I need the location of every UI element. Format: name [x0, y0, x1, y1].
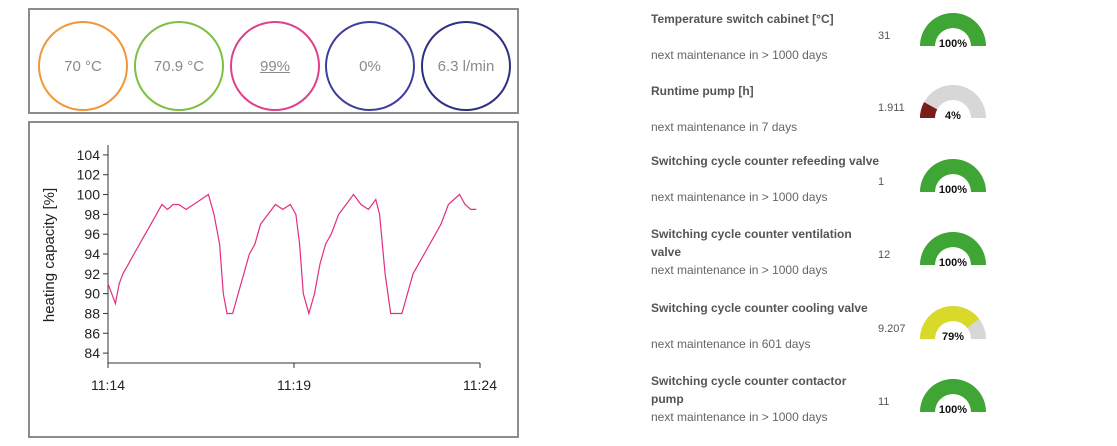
y-tick-label: 90 — [84, 286, 100, 302]
y-tick-label: 94 — [84, 246, 100, 262]
maintenance-count: 1.911 — [878, 102, 905, 114]
gauge-fill — [920, 231, 986, 265]
gauge-label: 100% — [939, 257, 967, 269]
x-tick-label: 11:14 — [91, 377, 125, 393]
maintenance-count: 9.207 — [878, 323, 906, 335]
maintenance-title: Temperature switch cabinet [°C] — [651, 12, 834, 26]
maintenance-item: Switching cycle counter cooling valve nex… — [644, 289, 1104, 361]
kpi-temperature-circle[interactable]: 70 °C — [38, 21, 128, 111]
series-line — [107, 193, 477, 316]
gauge-fill — [920, 378, 986, 412]
maintenance-gauge: 100% — [920, 12, 986, 50]
kpi-value: 70.9 °C — [153, 57, 205, 75]
maintenance-title: Switching cycle counter refeeding valve — [651, 154, 880, 168]
maintenance-subtitle: next maintenance in > 1000 days — [651, 263, 828, 277]
x-tick-label: 11:24 — [463, 377, 497, 393]
gauge-label: 79% — [942, 331, 964, 343]
maintenance-subtitle: next maintenance in > 1000 days — [651, 410, 828, 424]
gauge-label: 100% — [939, 38, 967, 50]
maintenance-subtitle: next maintenance in > 1000 days — [651, 48, 828, 62]
y-axis: 84 86 88 90 92 94 96 98 100 102 104 — [77, 145, 109, 363]
gauge-marker — [920, 102, 938, 118]
kpi-panel: 70 °C 70.9 °C 99% 0% 6.3 l/min — [28, 8, 519, 114]
maintenance-item: Switching cycle counter ventilation valv… — [644, 215, 1104, 287]
maintenance-title: Switching cycle counter cooling valve — [651, 301, 868, 315]
y-tick-label: 92 — [84, 266, 100, 282]
chart-panel: 84 86 88 90 92 94 96 98 100 102 104 11:14 11:19 11:2… — [28, 121, 519, 438]
y-tick-label: 100 — [77, 187, 101, 203]
heating-capacity-chart: 84 86 88 90 92 94 96 98 100 102 104 11:14 11:19 11:2… — [41, 145, 497, 393]
maintenance-gauge: 79% — [920, 306, 986, 343]
y-tick-label: 104 — [77, 147, 101, 163]
maintenance-gauge: 100% — [920, 231, 986, 269]
maintenance-gauge: 100% — [920, 378, 986, 416]
y-axis-label: heating capacity [%] — [41, 188, 58, 322]
maintenance-gauge: 4% — [920, 85, 986, 122]
maintenance-subtitle: next maintenance in 7 days — [651, 120, 798, 134]
maintenance-list: Temperature switch cabinet [°C] next main… — [644, 0, 1104, 446]
maintenance-subtitle: next maintenance in 601 days — [651, 337, 811, 351]
gauge-fill — [920, 158, 986, 192]
maintenance-count: 1 — [878, 176, 885, 188]
gauge-fill — [920, 12, 986, 47]
gauge-label: 100% — [939, 404, 967, 416]
maintenance-item: Temperature switch cabinet [°C] next main… — [644, 0, 1104, 72]
gauge-fill — [920, 306, 980, 339]
kpi-temperature-2-circle[interactable]: 70.9 °C — [134, 21, 224, 111]
maintenance-item: Switching cycle counter contactor pump ne… — [644, 362, 1104, 434]
gauge-label: 100% — [939, 184, 967, 196]
y-tick-label: 88 — [84, 305, 100, 321]
kpi-value: 0% — [359, 57, 381, 75]
kpi-value: 99% — [259, 57, 291, 75]
maintenance-count: 31 — [878, 30, 891, 42]
y-tick-label: 102 — [77, 167, 101, 183]
x-tick-label: 11:19 — [277, 377, 311, 393]
maintenance-item: Switching cycle counter refeeding valve n… — [644, 142, 1104, 214]
kpi-value: 70 °C — [64, 57, 102, 75]
maintenance-title: Switching cycle counter ventilation valv… — [651, 227, 852, 259]
maintenance-item: Runtime pump [h] next maintenance in 7 da… — [644, 72, 1104, 144]
y-tick-label: 86 — [84, 325, 100, 341]
gauge-label: 4% — [945, 110, 961, 122]
maintenance-count: 11 — [878, 396, 890, 408]
maintenance-count: 12 — [878, 249, 891, 261]
x-axis: 11:14 11:19 11:24 — [91, 362, 497, 393]
kpi-value: 6.3 l/min — [437, 57, 495, 75]
maintenance-title: Runtime pump [h] — [651, 84, 754, 98]
y-tick-label: 84 — [84, 345, 100, 361]
maintenance-gauge: 100% — [920, 158, 986, 196]
y-tick-label: 98 — [84, 206, 100, 222]
kpi-heating-capacity-circle[interactable]: 99% — [230, 21, 320, 111]
kpi-percent-circle[interactable]: 0% — [325, 21, 415, 111]
maintenance-title: Switching cycle counter contactor pump — [651, 374, 847, 406]
maintenance-subtitle: next maintenance in > 1000 days — [651, 190, 828, 204]
kpi-flow-rate-circle[interactable]: 6.3 l/min — [421, 21, 511, 111]
kpi-row: 70 °C 70.9 °C 99% 0% 6.3 l/min — [38, 21, 513, 111]
y-tick-label: 96 — [84, 226, 100, 242]
